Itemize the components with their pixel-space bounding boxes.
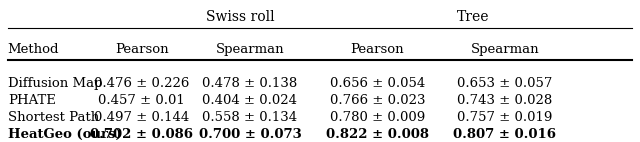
Text: 0.822 ± 0.008: 0.822 ± 0.008 — [326, 128, 429, 141]
Text: Spearman: Spearman — [470, 43, 539, 56]
Text: 0.653 ± 0.057: 0.653 ± 0.057 — [457, 77, 552, 90]
Text: 0.766 ± 0.023: 0.766 ± 0.023 — [330, 94, 425, 107]
Text: Diffusion Map: Diffusion Map — [8, 77, 102, 90]
Text: Pearson: Pearson — [351, 43, 404, 56]
Text: 0.478 ± 0.138: 0.478 ± 0.138 — [202, 77, 298, 90]
Text: 0.476 ± 0.226: 0.476 ± 0.226 — [94, 77, 189, 90]
Text: Tree: Tree — [457, 10, 489, 24]
Text: 0.656 ± 0.054: 0.656 ± 0.054 — [330, 77, 425, 90]
Text: 0.457 ± 0.01: 0.457 ± 0.01 — [98, 94, 185, 107]
Text: 0.757 ± 0.019: 0.757 ± 0.019 — [457, 111, 552, 124]
Text: 0.558 ± 0.134: 0.558 ± 0.134 — [202, 111, 298, 124]
Text: 0.780 ± 0.009: 0.780 ± 0.009 — [330, 111, 425, 124]
Text: 0.497 ± 0.144: 0.497 ± 0.144 — [94, 111, 189, 124]
Text: Method: Method — [8, 43, 60, 56]
Text: 0.404 ± 0.024: 0.404 ± 0.024 — [202, 94, 298, 107]
Text: Pearson: Pearson — [115, 43, 168, 56]
Text: Swiss roll: Swiss roll — [206, 10, 275, 24]
Text: PHATE: PHATE — [8, 94, 56, 107]
Text: Spearman: Spearman — [216, 43, 284, 56]
Text: 0.743 ± 0.028: 0.743 ± 0.028 — [457, 94, 552, 107]
Text: 0.702 ± 0.086: 0.702 ± 0.086 — [90, 128, 193, 141]
Text: 0.807 ± 0.016: 0.807 ± 0.016 — [453, 128, 556, 141]
Text: 0.700 ± 0.073: 0.700 ± 0.073 — [198, 128, 301, 141]
Text: Shortest Path: Shortest Path — [8, 111, 99, 124]
Text: HeatGeo (ours): HeatGeo (ours) — [8, 128, 122, 141]
